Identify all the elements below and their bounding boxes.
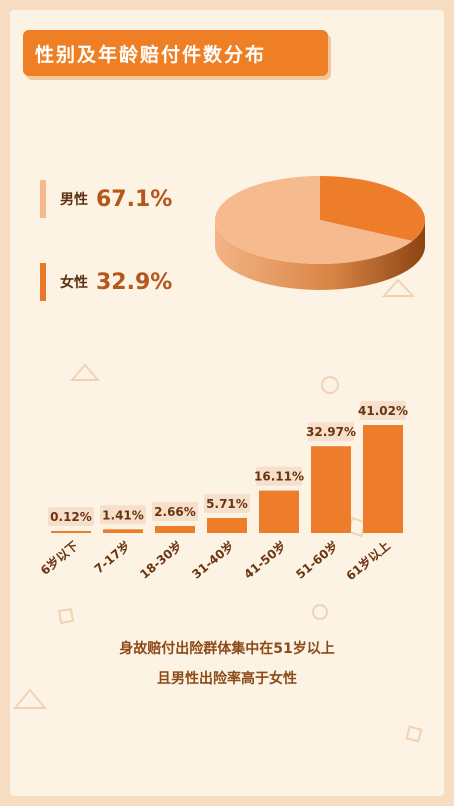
deco-square-3 — [57, 607, 75, 625]
page-title: 性别及年龄赔付件数分布 — [35, 43, 267, 66]
male-value: 67.1% — [96, 186, 173, 212]
gender-pie-chart — [215, 176, 425, 290]
footer-line-2: 且男性出险率高于女性 — [157, 671, 297, 687]
deco-square-2 — [405, 725, 423, 743]
bar-value-label-0: 0.12% — [50, 510, 92, 524]
bar-5 — [311, 446, 351, 533]
bar-value-label-5: 32.97% — [306, 425, 356, 439]
deco-circle-2 — [312, 604, 328, 620]
title-banner: 性别及年龄赔付件数分布 — [23, 30, 328, 76]
pie-side-wall — [215, 220, 425, 290]
x-tick-label-0: 6岁以下 — [37, 538, 81, 578]
bar-value-label-4: 16.11% — [254, 470, 304, 484]
bar-0 — [51, 531, 91, 533]
stat-male: 男性 67.1% — [40, 180, 172, 218]
bar-label-bg-1 — [100, 505, 146, 525]
bar-1 — [103, 529, 143, 533]
bar-label-bg-2 — [152, 501, 198, 521]
deco-triangle-2 — [381, 278, 416, 297]
x-tick-label-3: 31-40岁 — [189, 538, 237, 582]
female-marker — [40, 263, 46, 301]
bar-value-label-2: 2.66% — [154, 505, 196, 519]
bar-2 — [155, 525, 195, 533]
bar-label-bg-0 — [48, 507, 94, 526]
bar-label-bg-4 — [256, 466, 302, 486]
pie-slice-female — [320, 176, 425, 241]
bar-label-bg-3 — [204, 493, 250, 513]
bar-4 — [259, 490, 299, 533]
bar-value-label-6: 41.02% — [358, 404, 408, 418]
bar-label-bg-6 — [360, 401, 406, 420]
bar-6 — [363, 425, 403, 533]
bar-value-label-3: 5.71% — [206, 497, 248, 511]
age-bar-chart: 0.12% 6岁以下 1.41% 7-17岁 2.66% 18-30岁 5.71% 31-40… — [37, 401, 408, 583]
pie-slice-male — [215, 176, 413, 264]
x-tick-label-6: 61岁以上 — [343, 538, 393, 583]
x-tick-label-1: 7-17岁 — [91, 538, 133, 577]
x-tick-label-4: 41-50岁 — [241, 538, 289, 582]
stat-female: 女性 32.9% — [40, 263, 172, 301]
bar-3 — [207, 517, 247, 533]
footer-line-1: 身故赔付出险群体集中在51岁以上 — [119, 641, 335, 657]
deco-circle-1 — [321, 376, 339, 394]
female-value: 32.9% — [96, 269, 173, 295]
bar-value-label-1: 1.41% — [102, 508, 144, 522]
deco-triangle-1 — [69, 363, 101, 381]
female-label: 女性 — [60, 275, 88, 291]
x-tick-label-5: 51-60岁 — [293, 538, 341, 582]
male-label: 男性 — [60, 192, 88, 208]
x-tick-label-2: 18-30岁 — [137, 538, 185, 582]
deco-triangle-3 — [12, 688, 48, 709]
bar-label-bg-5 — [308, 422, 354, 442]
male-marker — [40, 180, 46, 218]
